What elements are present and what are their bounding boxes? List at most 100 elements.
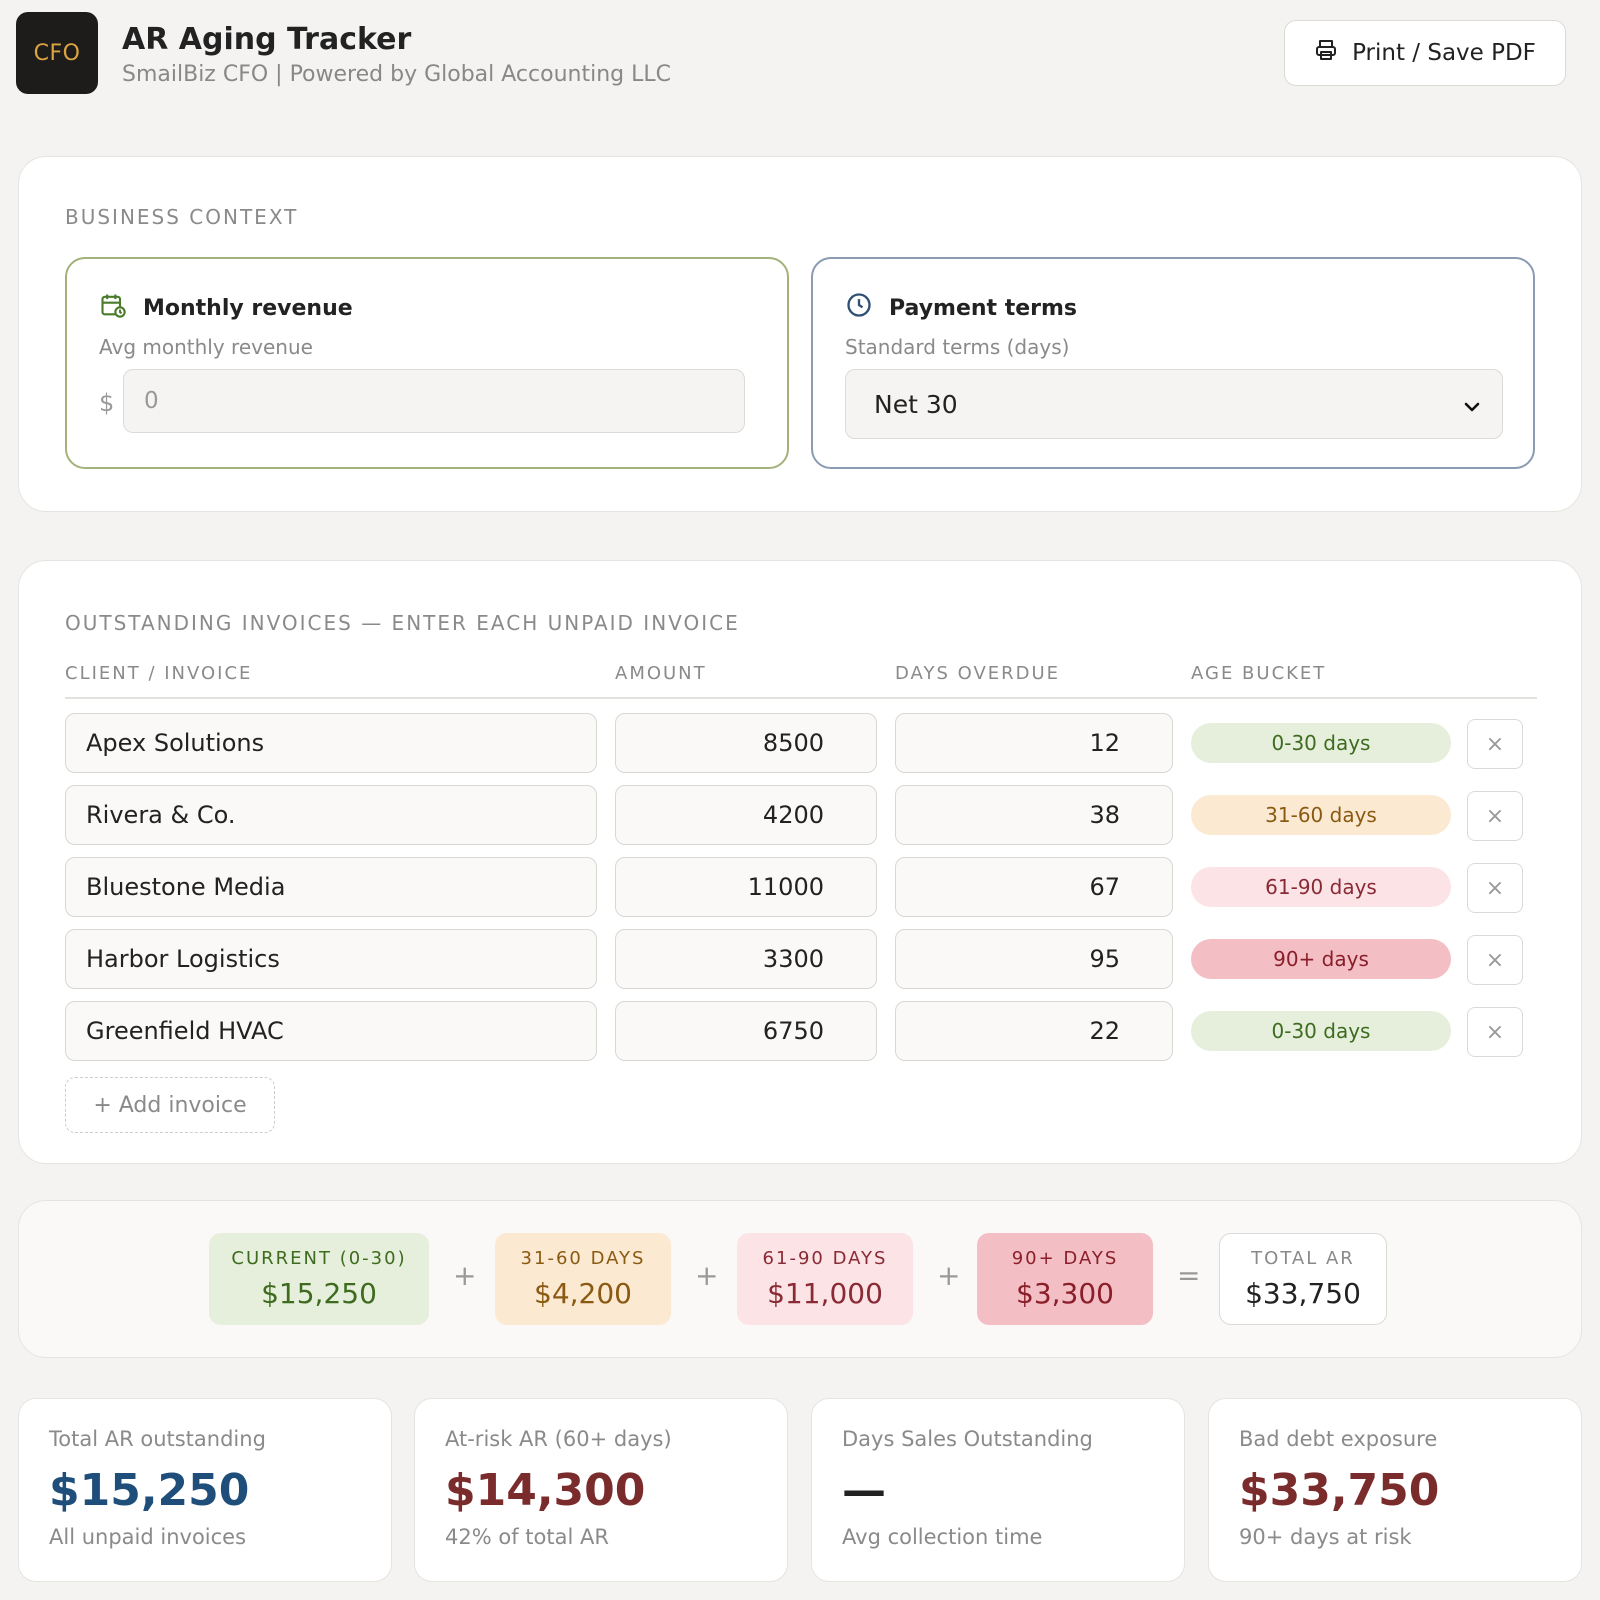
column-header-bucket: AGE BUCKET	[1191, 663, 1327, 684]
kpi-label: Total AR outstanding	[49, 1427, 266, 1451]
amount-input[interactable]: 3300	[615, 929, 877, 989]
payment-terms-value: Net 30	[874, 389, 958, 419]
equals-sign: =	[1177, 1259, 1201, 1292]
age-bucket-badge: 0-30 days	[1191, 723, 1451, 763]
summary-61-90: 61-90 DAYS $11,000	[737, 1233, 913, 1325]
page-subtitle: SmailBiz CFO | Powered by Global Account…	[122, 62, 671, 87]
column-header-amount: AMOUNT	[615, 663, 707, 684]
client-input[interactable]: Apex Solutions	[65, 713, 597, 773]
days-overdue-input[interactable]: 12	[895, 713, 1173, 773]
amount-input[interactable]: 11000	[615, 857, 877, 917]
summary-label: 61-90 DAYS	[762, 1248, 888, 1269]
amount-input[interactable]: 6750	[615, 1001, 877, 1061]
kpi-subtext: All unpaid invoices	[49, 1525, 247, 1549]
age-bucket-badge: 31-60 days	[1191, 795, 1451, 835]
kpi-dso: Days Sales Outstanding — Avg collection …	[811, 1398, 1185, 1582]
close-icon: ×	[1485, 731, 1505, 757]
summary-label: 31-60 DAYS	[520, 1248, 646, 1269]
summary-value: $4,200	[534, 1277, 632, 1310]
invoice-row: Apex Solutions 8500 12 0-30 days ×	[65, 713, 1537, 773]
kpi-label: At-risk AR (60+ days)	[445, 1427, 672, 1451]
payment-terms-panel: Payment terms Standard terms (days) Net …	[811, 257, 1535, 469]
summary-value: $15,250	[261, 1277, 377, 1310]
outstanding-invoices-card: OUTSTANDING INVOICES — ENTER EACH UNPAID…	[18, 560, 1582, 1164]
page-title: AR Aging Tracker	[122, 22, 412, 57]
column-header-days: DAYS OVERDUE	[895, 663, 1061, 684]
monthly-revenue-title: Monthly revenue	[143, 295, 353, 321]
column-header-client: CLIENT / INVOICE	[65, 663, 253, 684]
summary-current: CURRENT (0-30) $15,250	[209, 1233, 429, 1325]
days-overdue-input[interactable]: 38	[895, 785, 1173, 845]
summary-label: CURRENT (0-30)	[231, 1248, 407, 1269]
close-icon: ×	[1485, 803, 1505, 829]
business-context-label: BUSINESS CONTEXT	[65, 205, 299, 229]
monthly-revenue-subtitle: Avg monthly revenue	[99, 335, 313, 359]
printer-icon	[1314, 38, 1338, 68]
add-invoice-button[interactable]: + Add invoice	[65, 1077, 275, 1133]
kpi-subtext: 90+ days at risk	[1239, 1525, 1412, 1549]
clock-icon	[845, 291, 873, 325]
header-divider	[65, 697, 1537, 699]
summary-total: TOTAL AR $33,750	[1219, 1233, 1387, 1325]
age-bucket-badge: 61-90 days	[1191, 867, 1451, 907]
kpi-total-ar: Total AR outstanding $15,250 All unpaid …	[18, 1398, 392, 1582]
delete-row-button[interactable]: ×	[1467, 935, 1523, 985]
age-bucket-badge: 0-30 days	[1191, 1011, 1451, 1051]
plus-sign: +	[453, 1259, 477, 1292]
app-header: CFO AR Aging Tracker SmailBiz CFO | Powe…	[16, 12, 1582, 96]
summary-31-60: 31-60 DAYS $4,200	[495, 1233, 671, 1325]
monthly-revenue-panel: Monthly revenue Avg monthly revenue $ 0	[65, 257, 789, 469]
invoices-section-label: OUTSTANDING INVOICES — ENTER EACH UNPAID…	[65, 611, 740, 635]
delete-row-button[interactable]: ×	[1467, 863, 1523, 913]
invoice-row: Bluestone Media 11000 67 61-90 days ×	[65, 857, 1537, 917]
age-bucket-badge: 90+ days	[1191, 939, 1451, 979]
aging-summary-card: CURRENT (0-30) $15,250 + 31-60 DAYS $4,2…	[18, 1200, 1582, 1358]
close-icon: ×	[1485, 1019, 1505, 1045]
payment-terms-title: Payment terms	[889, 295, 1078, 321]
invoice-row: Harbor Logistics 3300 95 90+ days ×	[65, 929, 1537, 989]
client-input[interactable]: Rivera & Co.	[65, 785, 597, 845]
plus-sign: +	[937, 1259, 961, 1292]
client-input[interactable]: Bluestone Media	[65, 857, 597, 917]
days-overdue-input[interactable]: 22	[895, 1001, 1173, 1061]
kpi-bad-debt: Bad debt exposure $33,750 90+ days at ri…	[1208, 1398, 1582, 1582]
summary-value: $3,300	[1016, 1277, 1114, 1310]
business-context-card: BUSINESS CONTEXT Monthly revenue Avg mon…	[18, 156, 1582, 512]
kpi-value: $14,300	[445, 1465, 646, 1516]
chevron-down-icon	[1462, 394, 1482, 423]
currency-symbol: $	[99, 389, 115, 417]
kpi-value: —	[842, 1465, 886, 1516]
close-icon: ×	[1485, 875, 1505, 901]
plus-sign: +	[695, 1259, 719, 1292]
summary-label: TOTAL AR	[1251, 1248, 1355, 1269]
summary-value: $33,750	[1245, 1277, 1361, 1310]
payment-terms-select[interactable]: Net 30	[845, 369, 1503, 439]
kpi-value: $15,250	[49, 1465, 250, 1516]
days-overdue-input[interactable]: 95	[895, 929, 1173, 989]
kpi-at-risk-ar: At-risk AR (60+ days) $14,300 42% of tot…	[414, 1398, 788, 1582]
summary-value: $11,000	[767, 1277, 883, 1310]
delete-row-button[interactable]: ×	[1467, 1007, 1523, 1057]
print-button-label: Print / Save PDF	[1352, 40, 1536, 66]
client-input[interactable]: Harbor Logistics	[65, 929, 597, 989]
print-button[interactable]: Print / Save PDF	[1284, 20, 1566, 86]
summary-90-plus: 90+ DAYS $3,300	[977, 1233, 1153, 1325]
delete-row-button[interactable]: ×	[1467, 791, 1523, 841]
kpi-label: Days Sales Outstanding	[842, 1427, 1093, 1451]
payment-terms-subtitle: Standard terms (days)	[845, 335, 1070, 359]
invoice-row: Rivera & Co. 4200 38 31-60 days ×	[65, 785, 1537, 845]
kpi-value: $33,750	[1239, 1465, 1440, 1516]
monthly-revenue-input[interactable]: 0	[123, 369, 745, 433]
days-overdue-input[interactable]: 67	[895, 857, 1173, 917]
close-icon: ×	[1485, 947, 1505, 973]
summary-label: 90+ DAYS	[1011, 1248, 1119, 1269]
kpi-label: Bad debt exposure	[1239, 1427, 1438, 1451]
amount-input[interactable]: 4200	[615, 785, 877, 845]
calendar-icon	[99, 291, 127, 325]
client-input[interactable]: Greenfield HVAC	[65, 1001, 597, 1061]
kpi-subtext: Avg collection time	[842, 1525, 1043, 1549]
kpi-subtext: 42% of total AR	[445, 1525, 609, 1549]
delete-row-button[interactable]: ×	[1467, 719, 1523, 769]
amount-input[interactable]: 8500	[615, 713, 877, 773]
app-logo: CFO	[16, 12, 98, 94]
